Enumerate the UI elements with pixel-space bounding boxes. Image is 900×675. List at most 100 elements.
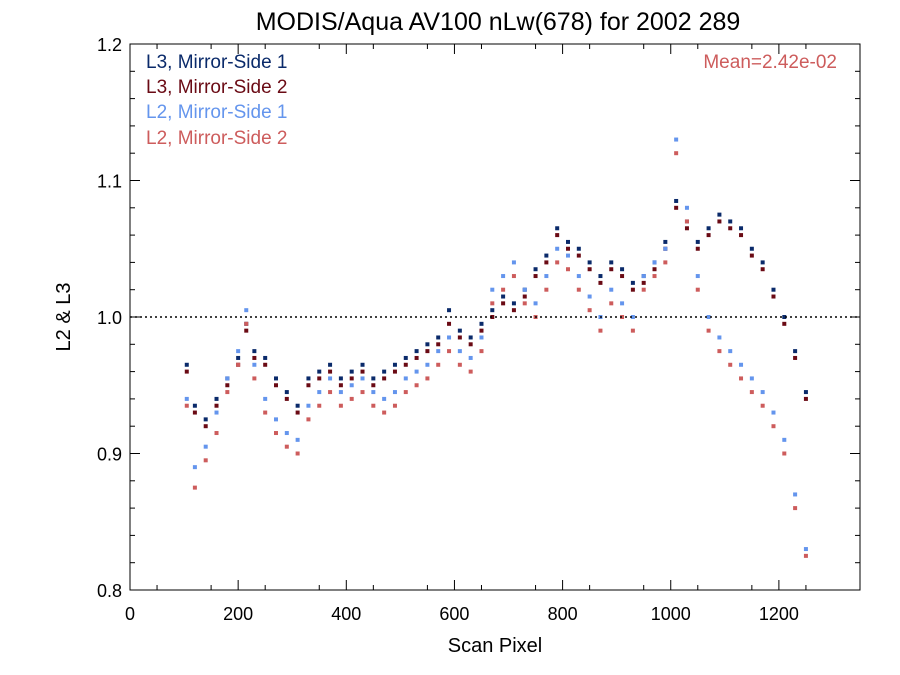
data-point [425,349,430,354]
y-tick-label: 0.9 [97,445,122,465]
data-point [244,321,249,326]
data-point [684,205,689,210]
y-tick-label: 1.0 [97,308,122,328]
data-point [522,294,527,299]
data-point [717,212,722,217]
data-point [349,383,354,388]
data-point [252,349,257,354]
data-point [674,205,679,210]
data-point [555,260,560,265]
data-point [479,349,484,354]
data-point [392,403,397,408]
data-point [793,506,798,511]
legend: L3, Mirror-Side 1 L3, Mirror-Side 2 L2, … [146,52,288,149]
data-point [414,349,419,354]
data-point [236,362,241,367]
data-point [436,362,441,367]
data-point [555,226,560,231]
series-4 [184,151,808,558]
data-point [620,267,625,272]
data-point [317,376,322,381]
data-point [652,267,657,272]
data-point [566,239,570,244]
data-point [263,355,268,360]
data-point [436,335,441,340]
data-point [236,355,241,360]
data-point [609,267,614,272]
data-point [501,301,506,306]
data-point [479,335,484,340]
data-point [392,390,397,395]
data-point [468,342,473,347]
data-point [717,335,722,340]
data-point [382,369,387,374]
data-point [360,376,365,381]
data-point [793,492,798,497]
data-point [436,349,441,354]
data-point [695,246,700,251]
data-point [447,335,452,340]
data-point [728,219,733,224]
x-tick-label: 800 [548,604,578,624]
data-point [490,308,495,313]
data-point [490,301,495,306]
data-point [425,362,430,367]
data-point [739,376,744,381]
data-point [739,362,744,367]
data-point [328,390,333,395]
x-tick-label: 1200 [759,604,799,624]
data-point [479,328,484,333]
data-point [214,410,219,415]
data-point [360,369,365,374]
data-point [349,396,354,401]
data-point [760,260,765,265]
data-point [749,253,754,258]
data-point [501,294,506,299]
data-point [630,315,635,319]
data-point [728,226,733,231]
data-point [214,396,219,401]
data-point [371,383,376,388]
data-point [587,260,592,265]
data-point [425,376,430,381]
y-tick-label: 1.2 [97,35,122,55]
data-point [555,246,560,251]
x-tick-label: 600 [439,604,469,624]
data-point [306,383,311,388]
data-point [306,403,311,408]
data-point [576,287,581,292]
data-point [203,444,208,449]
data-point [203,424,208,429]
data-point [284,444,289,449]
data-point [674,137,679,142]
data-point [295,410,300,415]
data-point [295,437,300,442]
data-point [306,417,311,422]
data-point [338,383,343,388]
data-point [771,410,776,415]
data-point [392,369,397,374]
data-point [706,328,711,333]
data-point [403,362,408,367]
data-point [328,376,333,381]
data-point [620,301,625,306]
data-point [533,301,538,306]
data-point [739,226,744,231]
data-point [728,362,733,367]
data-point [317,390,322,395]
data-point [620,315,625,319]
data-point [663,260,668,265]
data-point [533,274,538,279]
data-point [641,274,646,279]
data-point [317,369,322,374]
data-point [236,349,241,354]
data-point [317,403,322,408]
data-point [252,376,257,381]
y-tick-label: 1.1 [97,172,122,192]
axis-ticks: 0 200 400 600 800 1000 1200 0.8 0.9 1.0 1.1 1.2 [97,35,860,624]
data-point [225,383,230,388]
data-point [295,451,300,456]
data-point [360,362,365,367]
data-point [587,267,592,272]
data-point [468,369,473,374]
